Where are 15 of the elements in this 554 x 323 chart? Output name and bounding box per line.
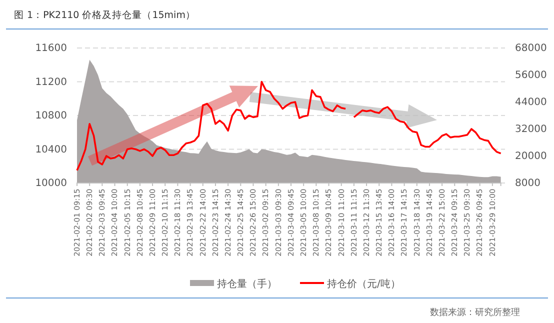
y2-tick-label: 32000 — [515, 124, 547, 136]
y2-tick-label: 56000 — [515, 70, 547, 82]
legend-label: 持仓量（手） — [217, 278, 277, 290]
y2-tick-label: 44000 — [515, 97, 547, 108]
y-tick-label: 11600 — [35, 43, 67, 54]
y2-tick-label: 8000 — [515, 178, 540, 190]
y-tick-label: 11200 — [35, 76, 67, 88]
y-tick-label: 10400 — [35, 144, 67, 156]
chart-title: 图 1：PK2110 价格及持仓量（15mim） — [14, 9, 196, 21]
source-note: 数据来源：研究所整理 — [430, 307, 520, 318]
y-tick-label: 10000 — [35, 178, 67, 190]
y-tick-label: 10800 — [35, 110, 67, 122]
y2-tick-label: 20000 — [515, 151, 547, 162]
legend-label: 持仓价（元/吨） — [327, 278, 400, 290]
y2-tick-label: 68000 — [515, 43, 547, 54]
